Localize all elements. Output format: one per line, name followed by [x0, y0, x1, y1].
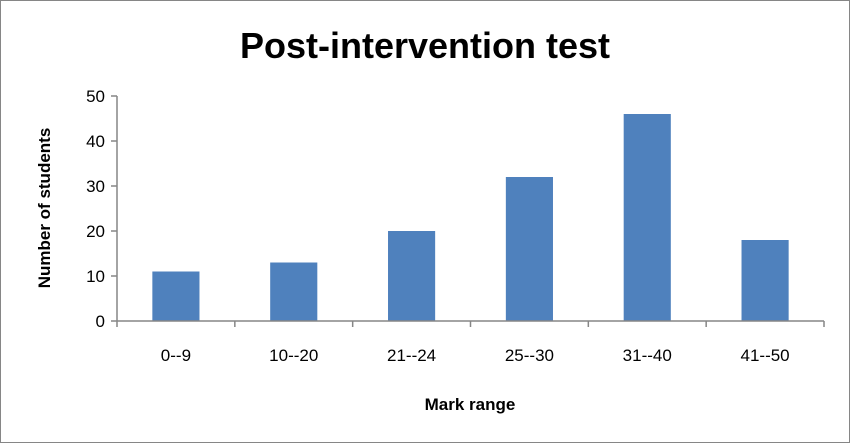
x-tick-label: 21--24: [387, 346, 436, 365]
y-axis-ticks: [111, 95, 117, 322]
bar-41--50: [741, 240, 789, 321]
x-tick-label: 41--50: [741, 346, 790, 365]
y-axis-title: Number of students: [35, 128, 54, 289]
y-tick-label: 0: [96, 312, 105, 331]
y-tick-label: 20: [86, 222, 105, 241]
y-axis-tick-labels: 0 10 20 30 40 50: [86, 87, 105, 331]
bar-25--30: [505, 177, 553, 321]
chart-title: Post-intervention test: [240, 25, 610, 66]
y-tick-label: 30: [86, 177, 105, 196]
bar-10--20: [270, 262, 318, 321]
x-tick-label: 31--40: [623, 346, 672, 365]
x-axis-ticks: [116, 321, 825, 327]
x-axis-tick-labels: 0--9 10--20 21--24 25--30 31--40 41--50: [161, 346, 790, 365]
bars: [152, 114, 789, 321]
y-tick-label: 50: [86, 87, 105, 106]
x-axis-title: Mark range: [425, 395, 516, 414]
y-tick-label: 40: [86, 132, 105, 151]
bar-0--9: [152, 271, 200, 321]
x-tick-label: 0--9: [161, 346, 191, 365]
x-tick-label: 25--30: [505, 346, 554, 365]
bar-21--24: [388, 231, 436, 321]
bar-31--40: [623, 114, 671, 321]
y-tick-label: 10: [86, 267, 105, 286]
x-tick-label: 10--20: [269, 346, 318, 365]
